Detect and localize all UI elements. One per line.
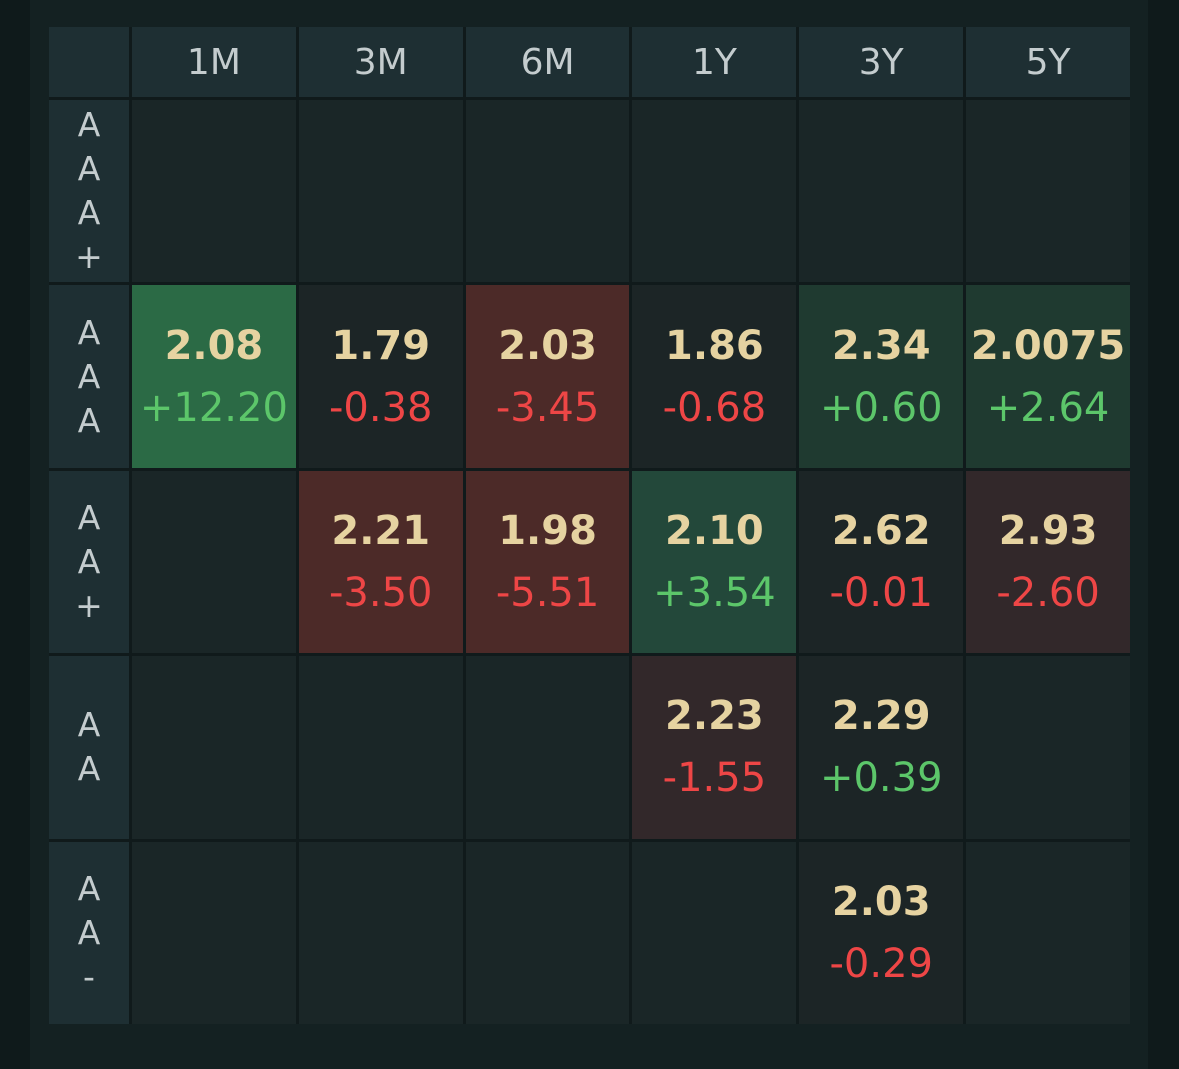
quote-cell[interactable]: 2.34 +0.60 (799, 285, 964, 468)
row-header-char: A (77, 868, 101, 908)
change-value: -5.51 (495, 569, 600, 616)
column-header-5y[interactable]: 5Y (966, 27, 1130, 97)
rate-value: 2.62 (831, 507, 931, 554)
rate-value: 2.0075 (970, 322, 1126, 369)
rate-value: 2.23 (665, 693, 764, 740)
empty-cell (132, 841, 296, 1024)
rate-value: 1.98 (498, 507, 597, 554)
change-value: -3.50 (328, 569, 433, 616)
rate-value: 2.21 (331, 507, 431, 554)
row-header-char: A (77, 356, 101, 396)
row-header-char: A (77, 541, 101, 581)
rate-value: 2.08 (164, 322, 264, 369)
quote-cell[interactable]: 2.62 -0.01 (799, 470, 964, 654)
empty-cell (465, 841, 630, 1024)
empty-cell (132, 470, 296, 654)
row-header-char: A (77, 400, 101, 440)
quote-cell[interactable]: 2.29 +0.39 (799, 656, 964, 839)
row-header-char: A (77, 312, 101, 352)
row-header[interactable]: A A A + (49, 100, 129, 283)
column-header-3y[interactable]: 3Y (799, 27, 964, 97)
empty-cell (298, 656, 463, 839)
quote-cell[interactable]: 2.0075 +2.64 (966, 285, 1130, 468)
rate-value: 2.93 (998, 507, 1098, 554)
row-header-char: A (77, 912, 101, 952)
empty-cell (966, 841, 1130, 1024)
quote-cell[interactable]: 2.21 -3.50 (298, 470, 463, 654)
change-value: +2.64 (986, 384, 1110, 431)
change-value: -1.55 (662, 755, 767, 802)
grid-corner (49, 27, 129, 97)
rate-value: 2.34 (831, 322, 931, 369)
quote-cell[interactable]: 2.03 -0.29 (799, 841, 964, 1024)
change-value: +3.54 (653, 569, 776, 616)
empty-cell (799, 100, 964, 283)
quote-cell[interactable]: 1.79 -0.38 (298, 285, 463, 468)
row-header-char: A (77, 749, 101, 789)
quote-cell[interactable]: 2.10 +3.54 (632, 470, 797, 654)
empty-cell (465, 656, 630, 839)
quote-cell[interactable]: 2.23 -1.55 (632, 656, 797, 839)
change-value: +0.39 (819, 755, 943, 802)
rate-value: 2.03 (831, 878, 931, 925)
rate-value: 2.10 (665, 507, 764, 554)
empty-cell (465, 100, 630, 283)
row-header-char: + (75, 585, 103, 625)
quote-cell[interactable]: 2.93 -2.60 (966, 470, 1130, 654)
change-value: -0.29 (829, 940, 933, 987)
rating-tenor-grid: 1M 3M 6M 1Y 3Y 5Y A A A + A A A 2.08 +12.20 1.79 -0.38 2.… (49, 27, 1130, 1024)
empty-cell (632, 841, 797, 1024)
row-header-char: + (75, 237, 103, 277)
column-header-1y[interactable]: 1Y (632, 27, 797, 97)
row-header-char: A (77, 705, 101, 745)
column-header-1m[interactable]: 1M (132, 27, 296, 97)
rate-value: 2.03 (498, 322, 597, 369)
rate-value: 1.86 (665, 322, 764, 369)
empty-cell (132, 100, 296, 283)
row-header-char: A (77, 149, 101, 189)
row-header-char: A (77, 193, 101, 233)
empty-cell (966, 656, 1130, 839)
row-header-char: A (77, 497, 101, 537)
empty-cell (132, 656, 296, 839)
change-value: +12.20 (139, 384, 288, 431)
row-header-char: A (77, 105, 101, 145)
change-value: -0.01 (829, 569, 933, 616)
quote-cell[interactable]: 2.08 +12.20 (132, 285, 296, 468)
rate-value: 2.29 (831, 693, 931, 740)
rate-value: 1.79 (331, 322, 431, 369)
column-header-3m[interactable]: 3M (298, 27, 463, 97)
empty-cell (632, 100, 797, 283)
quote-cell[interactable]: 1.98 -5.51 (465, 470, 630, 654)
empty-cell (966, 100, 1130, 283)
change-value: -0.68 (662, 384, 767, 431)
row-header-char: - (83, 956, 95, 996)
change-value: -2.60 (996, 569, 1100, 616)
change-value: -0.38 (328, 384, 433, 431)
quote-cell[interactable]: 1.86 -0.68 (632, 285, 797, 468)
empty-cell (298, 841, 463, 1024)
change-value: +0.60 (819, 384, 943, 431)
column-header-6m[interactable]: 6M (465, 27, 630, 97)
empty-cell (298, 100, 463, 283)
quote-cell[interactable]: 2.03 -3.45 (465, 285, 630, 468)
row-header[interactable]: A A + (49, 470, 129, 654)
change-value: -3.45 (495, 384, 600, 431)
